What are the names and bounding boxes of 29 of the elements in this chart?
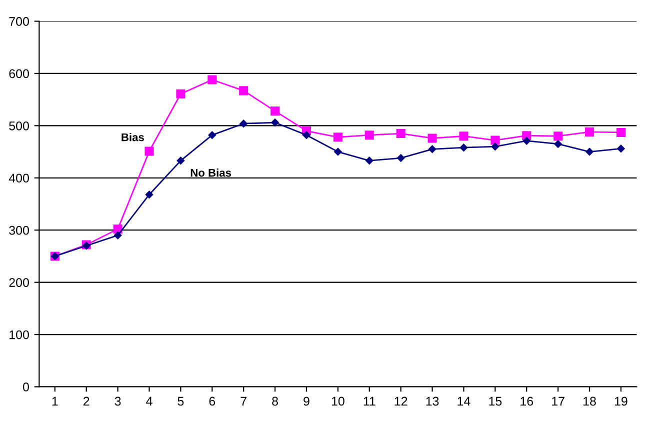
x-tick-label: 4 — [146, 396, 152, 406]
x-tick-label: 3 — [114, 396, 121, 406]
x-tick-label: 2 — [84, 396, 90, 406]
x-tick-label: 19 — [614, 396, 628, 406]
x-tick-label: 7 — [240, 396, 246, 406]
y-tick-label: 0 — [22, 382, 29, 392]
y-tick-label: 500 — [9, 121, 29, 130]
x-tick-label: 15 — [489, 396, 502, 406]
x-tick-label: 10 — [332, 396, 344, 406]
y-tick-label: 600 — [9, 69, 29, 78]
x-tick-label: 11 — [364, 396, 376, 406]
y-tick-label: 300 — [9, 226, 29, 235]
y-tick-label: 200 — [9, 278, 29, 287]
x-tick-label: 14 — [458, 396, 470, 406]
y-tick-label: 100 — [10, 330, 29, 340]
x-tick-label: 17 — [552, 396, 564, 406]
x-tick-label: 12 — [394, 396, 408, 406]
x-tick-label: 1 — [52, 396, 58, 406]
y-tick-label: 400 — [8, 174, 29, 183]
y-tick-label: 700 — [9, 17, 29, 26]
x-tick-label: 16 — [520, 396, 534, 406]
series-label: Bias — [122, 133, 144, 142]
x-tick-label: 8 — [272, 396, 278, 406]
x-tick-label: 13 — [426, 396, 439, 406]
x-tick-label: 6 — [209, 396, 216, 406]
x-tick-label: 18 — [584, 396, 596, 406]
series-label: No Bias — [190, 168, 232, 177]
x-tick-label: 9 — [304, 396, 310, 406]
x-tick-label: 5 — [178, 396, 184, 406]
